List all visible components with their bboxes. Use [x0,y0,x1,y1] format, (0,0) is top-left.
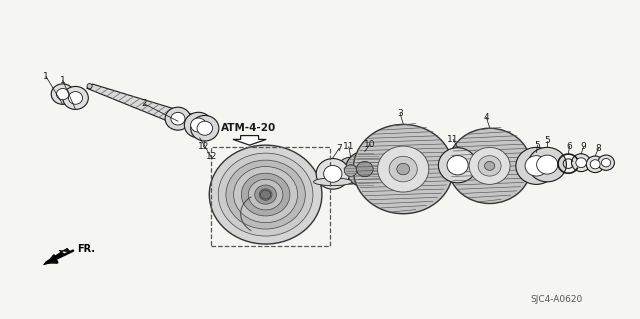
Text: 3: 3 [397,109,403,118]
Ellipse shape [516,147,557,184]
Text: FR.: FR. [77,244,95,254]
Text: 12: 12 [198,142,209,151]
Ellipse shape [87,84,92,89]
Ellipse shape [447,156,468,175]
Text: 6: 6 [567,142,572,151]
Text: 12: 12 [205,152,217,161]
Ellipse shape [209,145,322,244]
Ellipse shape [344,167,348,171]
Text: 11: 11 [447,135,459,144]
Ellipse shape [354,169,358,172]
Ellipse shape [525,156,548,176]
Ellipse shape [255,185,276,204]
Text: 8: 8 [596,144,601,153]
Ellipse shape [259,189,272,200]
Ellipse shape [469,147,510,184]
Ellipse shape [51,84,74,104]
Ellipse shape [351,165,355,168]
Text: 7: 7 [337,144,342,153]
Ellipse shape [346,151,384,187]
Ellipse shape [586,156,604,173]
Ellipse shape [171,112,185,125]
Ellipse shape [528,147,566,182]
Text: 4: 4 [484,113,489,122]
Ellipse shape [241,173,290,216]
Ellipse shape [349,165,353,168]
Polygon shape [86,84,207,130]
Ellipse shape [345,166,349,169]
Ellipse shape [316,159,349,189]
Ellipse shape [248,179,283,210]
Text: 2: 2 [141,99,147,108]
Text: ATM-4-20: ATM-4-20 [221,122,276,133]
Ellipse shape [226,160,305,229]
Ellipse shape [165,107,191,130]
Ellipse shape [234,167,298,223]
Text: 10: 10 [364,140,376,149]
Ellipse shape [347,165,351,168]
Ellipse shape [184,112,212,138]
Ellipse shape [590,160,600,169]
Ellipse shape [324,166,342,182]
Ellipse shape [572,154,591,172]
Ellipse shape [197,121,212,135]
Ellipse shape [478,156,501,176]
Ellipse shape [353,166,356,169]
Text: 5: 5 [545,137,550,145]
Ellipse shape [438,148,477,183]
Ellipse shape [598,155,614,170]
Polygon shape [44,248,70,265]
Ellipse shape [63,86,88,109]
Ellipse shape [314,178,352,186]
Ellipse shape [218,153,313,236]
Ellipse shape [56,88,69,100]
Ellipse shape [537,155,558,174]
Ellipse shape [353,124,453,214]
Ellipse shape [389,156,417,182]
Ellipse shape [260,190,271,199]
Ellipse shape [191,115,219,141]
Text: SJC4-A0620: SJC4-A0620 [531,295,583,304]
Ellipse shape [191,118,206,132]
Text: 11: 11 [343,142,355,151]
Ellipse shape [378,146,429,192]
Text: 5: 5 [535,141,540,150]
Polygon shape [233,136,266,145]
Ellipse shape [344,165,357,176]
Ellipse shape [602,159,611,167]
Text: 9: 9 [581,142,586,151]
Ellipse shape [356,161,373,177]
Ellipse shape [448,128,531,204]
Ellipse shape [484,161,495,170]
Ellipse shape [397,163,410,175]
Ellipse shape [354,167,358,171]
Ellipse shape [337,157,365,184]
Ellipse shape [576,158,586,167]
Ellipse shape [68,92,83,104]
Text: 1: 1 [60,76,65,85]
Text: 1: 1 [44,72,49,81]
